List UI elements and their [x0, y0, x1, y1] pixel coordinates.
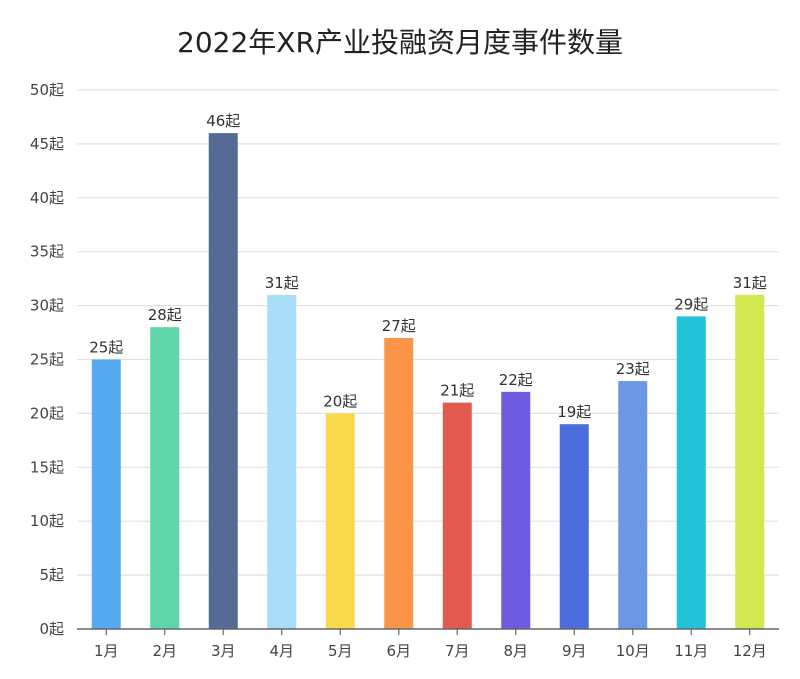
chart-title: 2022年XR产业投融资月度事件数量 — [177, 26, 623, 59]
x-tick-label: 7月 — [445, 642, 470, 660]
bars — [91, 133, 765, 629]
data-label: 25起 — [89, 339, 123, 357]
x-axis: 1月 2月 3月 4月 5月 6月 7月 8月 9月 10月 11月 12月 — [77, 628, 779, 660]
data-label: 31起 — [733, 274, 767, 292]
bar-4月 — [267, 294, 297, 629]
x-tick-label: 9月 — [562, 642, 587, 660]
bar-12月 — [735, 294, 765, 629]
y-tick-label: 15起 — [30, 458, 64, 476]
x-tick-label: 5月 — [328, 642, 353, 660]
data-labels: 25起 28起 46起 31起 20起 27起 21起 22起 19起 23起 29起 31起 — [89, 112, 767, 421]
y-tick-label: 35起 — [30, 243, 64, 261]
y-tick-label: 25起 — [30, 351, 64, 369]
y-tick-label: 5起 — [39, 566, 64, 584]
bar-11月 — [676, 316, 706, 629]
data-label: 46起 — [206, 112, 240, 130]
bar-5月 — [325, 413, 355, 629]
data-label: 29起 — [674, 295, 708, 313]
y-tick-label: 20起 — [30, 404, 64, 422]
data-label: 20起 — [323, 392, 357, 410]
x-tick-label: 11月 — [674, 642, 708, 660]
data-label: 31起 — [265, 274, 299, 292]
y-axis: 0起 5起 10起 15起 20起 25起 30起 35起 40起 45起 50起 — [30, 81, 64, 638]
bar-6月 — [384, 337, 414, 629]
x-tick-label: 10月 — [616, 642, 650, 660]
bar-2月 — [150, 327, 180, 629]
data-label: 27起 — [382, 317, 416, 335]
x-tick-label: 2月 — [152, 642, 177, 660]
data-label: 21起 — [440, 382, 474, 400]
y-tick-label: 40起 — [30, 189, 64, 207]
gridlines — [77, 89, 779, 576]
x-tick-label: 4月 — [269, 642, 294, 660]
bar-9月 — [559, 424, 589, 629]
bar-8月 — [501, 391, 531, 629]
data-label: 23起 — [616, 360, 650, 378]
bar-3月 — [208, 133, 238, 629]
y-tick-label: 0起 — [39, 620, 64, 638]
y-tick-label: 45起 — [30, 135, 64, 153]
x-tick-label: 1月 — [94, 642, 119, 660]
data-label: 28起 — [148, 306, 182, 324]
bar-10月 — [618, 381, 648, 629]
x-tick-label: 8月 — [503, 642, 528, 660]
y-tick-label: 10起 — [30, 512, 64, 530]
y-tick-label: 30起 — [30, 297, 64, 315]
y-tick-label: 50起 — [30, 81, 64, 99]
bar-7月 — [442, 402, 472, 629]
bar-1月 — [91, 359, 121, 629]
data-label: 19起 — [557, 403, 591, 421]
data-label: 22起 — [499, 371, 533, 389]
x-tick-label: 12月 — [733, 642, 767, 660]
x-tick-label: 6月 — [386, 642, 411, 660]
x-tick-label: 3月 — [211, 642, 236, 660]
